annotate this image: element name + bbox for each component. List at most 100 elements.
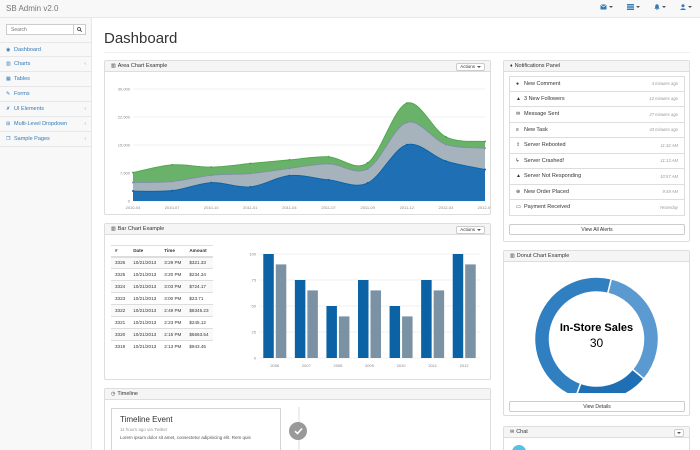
notification-text: Server Rebooted xyxy=(524,142,566,149)
donut-chart xyxy=(533,276,660,393)
wrench-icon: ✗ xyxy=(6,106,11,112)
table-cell: 10/21/2013 xyxy=(129,304,161,317)
alerts-dropdown[interactable] xyxy=(654,4,666,10)
donut-slice-mail-order-sales xyxy=(606,277,660,380)
sitemap-icon: ⊞ xyxy=(6,121,11,127)
bar-chart: 0 25 50 75 100 2006 2007 2008 2009 2010 2011 2012 xyxy=(249,252,480,368)
x-tick-label: 2007 xyxy=(302,363,312,368)
view-details-button[interactable]: View Details xyxy=(509,401,685,412)
x-tick-label: 2010 xyxy=(397,363,407,368)
table-cell: 3324 xyxy=(111,280,130,293)
notification-item[interactable]: ⊕ New Order Placed 9:49 AM xyxy=(509,184,685,200)
sidebar-item-label: Dashboard xyxy=(14,46,41,53)
x-tick-label: 2010-07 xyxy=(165,205,180,210)
tasks-dropdown[interactable] xyxy=(627,4,640,10)
sidebar-item-forms[interactable]: ✎ Forms xyxy=(0,87,91,102)
cart-icon: ⊕ xyxy=(516,188,521,195)
notification-text: New Comment xyxy=(524,80,561,87)
bar-b-2008 xyxy=(338,316,350,358)
area-data-point xyxy=(288,158,291,161)
search-input[interactable] xyxy=(7,25,73,34)
bar-a-2011 xyxy=(421,280,432,358)
notification-time: 43 minutes ago xyxy=(649,127,678,133)
area-data-point xyxy=(210,181,213,184)
y-tick-label: 25 xyxy=(252,330,257,335)
dashboard-icon: ◉ xyxy=(6,46,11,53)
table-cell: 10/21/2013 xyxy=(129,268,161,281)
chat-dropdown-button[interactable] xyxy=(674,428,684,437)
area-data-point xyxy=(366,161,369,164)
sidebar: ◉Dashboard▥Charts‹▦Tables✎Forms✗UI Eleme… xyxy=(0,18,92,450)
warning-icon: ▲ xyxy=(516,173,521,180)
table-cell: $234.34 xyxy=(185,268,213,281)
notification-item[interactable]: ▲ 3 New Followers 12 minutes ago xyxy=(509,91,685,107)
area-data-point xyxy=(210,174,213,177)
sidebar-item-tables[interactable]: ▦ Tables xyxy=(0,72,91,87)
messages-dropdown[interactable] xyxy=(600,4,613,10)
check-icon xyxy=(293,427,303,435)
chevron-left-icon: ‹ xyxy=(84,121,86,127)
search-button[interactable] xyxy=(73,25,85,34)
sidebar-item-multi-level-dropdown[interactable]: ⊞ Multi-Level Dropdown ‹ xyxy=(0,117,91,132)
table-cell: 3326 xyxy=(111,256,130,269)
bar-b-2009 xyxy=(370,290,381,358)
user-dropdown[interactable] xyxy=(680,4,692,10)
table-cell: 3:00 PM xyxy=(160,292,186,305)
notification-item[interactable]: ✉ Message Sent 27 minutes ago xyxy=(509,107,685,123)
x-tick-label: 2010-04 xyxy=(126,205,141,210)
sidebar-item-charts[interactable]: ▥ Charts ‹ xyxy=(0,57,91,72)
notification-time: 9:49 AM xyxy=(662,189,678,195)
area-data-point xyxy=(444,135,447,138)
files-icon: ❐ xyxy=(6,136,11,142)
brand-title[interactable]: SB Admin v2.0 xyxy=(6,4,59,13)
x-tick-label: 2006 xyxy=(270,363,280,368)
table-cell: $321.33 xyxy=(185,256,213,269)
notification-item[interactable]: ▲ Server Not Responding 10:57 AM xyxy=(509,169,685,185)
notification-item[interactable]: ● New Comment 4 minutes ago xyxy=(509,76,685,92)
x-tick-label: 2012 xyxy=(460,363,470,368)
bar-a-2008 xyxy=(326,306,337,358)
area-series-line xyxy=(132,102,486,174)
table-icon: ▦ xyxy=(6,76,11,82)
table-row: 3321 10/21/2013 2:23 PM $245.12 xyxy=(111,316,213,329)
notification-text: Payment Received xyxy=(524,204,571,211)
table-cell: $23.71 xyxy=(185,292,213,305)
notification-text: Message Sent xyxy=(524,111,560,118)
y-tick-label: 100 xyxy=(249,252,256,257)
top-navbar: SB Admin v2.0 xyxy=(0,0,700,18)
sidebar-item-sample-pages[interactable]: ❐ Sample Pages ‹ xyxy=(0,132,91,147)
notification-item[interactable]: ≡ New Task 43 minutes ago xyxy=(509,122,685,138)
table-cell: $943.45 xyxy=(185,340,213,353)
comment-icon: ● xyxy=(516,80,520,87)
comments-icon: ✉ xyxy=(510,429,515,435)
table-row: 3319 10/21/2013 2:13 PM $943.45 xyxy=(111,340,213,353)
notification-text: New Order Placed xyxy=(524,188,569,195)
bar-actions-button[interactable]: Actions xyxy=(456,225,485,234)
area-data-point xyxy=(484,147,486,150)
sidebar-item-ui-elements[interactable]: ✗ UI Elements ‹ xyxy=(0,102,91,117)
bar-chart-icon: ▥ xyxy=(111,63,116,69)
notification-item[interactable]: ϟ Server Crashed! 11:13 AM xyxy=(509,153,685,169)
notification-text: New Task xyxy=(524,126,548,133)
edit-icon: ✎ xyxy=(6,91,11,97)
sidebar-item-dashboard[interactable]: ◉ Dashboard xyxy=(0,42,91,57)
notification-item[interactable]: ⇪ Server Rebooted 11:32 AM xyxy=(509,138,685,154)
notifications-panel: ♦ Notifications Panel ● New Comment 4 minu… xyxy=(503,60,690,242)
table-cell: $245.12 xyxy=(185,316,213,329)
search-icon xyxy=(77,27,82,32)
notifications-header: ♦ Notifications Panel xyxy=(504,61,689,72)
bar-b-2010 xyxy=(402,316,413,358)
area-chart-title: Area Chart Example xyxy=(117,63,168,69)
area-data-point xyxy=(405,143,408,146)
sidebar-nav: ◉ Dashboard ▥ Charts ‹ ▦ Tables ✎ Forms ✗ UI Eleme… xyxy=(0,42,91,147)
table-cell: 2:15 PM xyxy=(160,328,186,341)
y-tick-label: 0 xyxy=(128,199,131,204)
sidebar-item-label: Tables xyxy=(14,76,30,82)
bar-a-2009 xyxy=(358,280,369,358)
y-tick-label: 22,500 xyxy=(118,115,131,120)
view-all-alerts-button[interactable]: View All Alerts xyxy=(509,224,685,235)
x-tick-label: 2011 xyxy=(428,363,437,368)
table-cell: 3322 xyxy=(111,304,130,317)
area-actions-button[interactable]: Actions xyxy=(456,62,485,71)
notification-item[interactable]: ▭ Payment Received Yesterday xyxy=(509,200,685,216)
